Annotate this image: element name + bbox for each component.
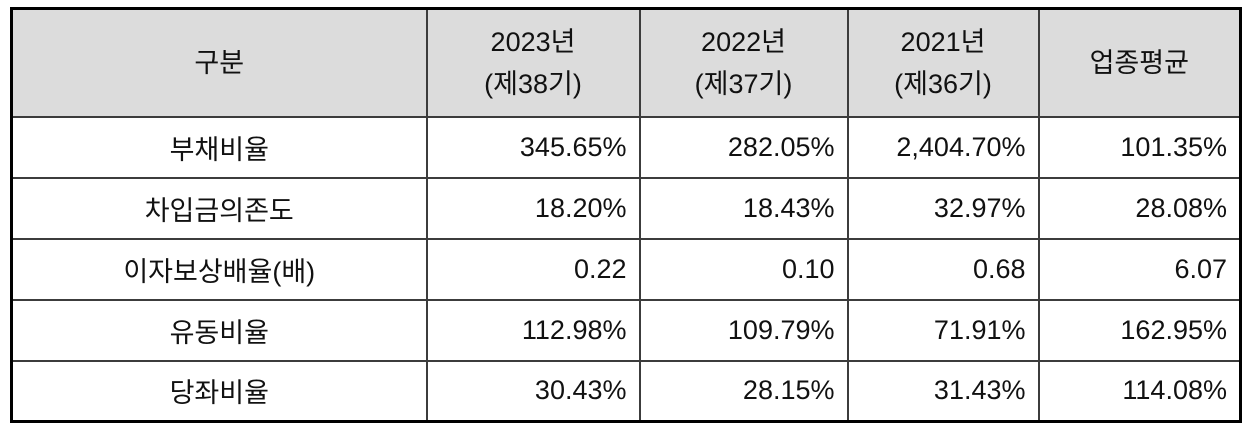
value-industry-average: 6.07 xyxy=(1037,237,1242,301)
header-cell-industry-average: 업종평균 xyxy=(1037,7,1242,118)
row-label: 당좌비율 xyxy=(10,359,428,423)
value-2021: 31.43% xyxy=(846,359,1040,423)
table-row-debt-ratio: 부채비율 345.65% 282.05% 2,404.70% 101.35% xyxy=(10,115,1242,179)
header-cell-2023: 2023년 (제38기) xyxy=(425,7,641,118)
value-industry-average: 28.08% xyxy=(1037,176,1242,240)
value-2023: 345.65% xyxy=(425,115,641,179)
header-year-label: 2022년 xyxy=(701,26,786,57)
header-period-label: (제36기) xyxy=(894,68,992,99)
table-row-borrowing-dependence: 차입금의존도 18.20% 18.43% 32.97% 28.08% xyxy=(10,176,1242,240)
header-row: 구분 2023년 (제38기) 2022년 (제37기) 2021년 (제36기… xyxy=(10,7,1242,118)
header-cell-category: 구분 xyxy=(10,7,428,118)
header-category-label: 구분 xyxy=(194,47,245,78)
value-2023: 0.22 xyxy=(425,237,641,301)
value-2021: 0.68 xyxy=(846,237,1040,301)
table-row-current-ratio: 유동비율 112.98% 109.79% 71.91% 162.95% xyxy=(10,298,1242,362)
financial-ratio-table: 구분 2023년 (제38기) 2022년 (제37기) 2021년 (제36기… xyxy=(10,7,1242,423)
header-cell-2021: 2021년 (제36기) xyxy=(846,7,1040,118)
row-label: 이자보상배율(배) xyxy=(10,237,428,301)
header-year-label: 2021년 xyxy=(900,26,986,57)
header-period-label: (제37기) xyxy=(694,68,793,99)
value-2022: 28.15% xyxy=(638,359,849,423)
table-row-interest-coverage-ratio: 이자보상배율(배) 0.22 0.10 0.68 6.07 xyxy=(10,237,1242,301)
table-row-quick-ratio: 당좌비율 30.43% 28.15% 31.43% 114.08% xyxy=(10,359,1242,423)
value-2022: 0.10 xyxy=(638,237,849,301)
value-2021: 2,404.70% xyxy=(846,115,1040,179)
value-2022: 18.43% xyxy=(638,176,849,240)
value-2023: 18.20% xyxy=(425,176,641,240)
value-2022: 109.79% xyxy=(638,298,849,362)
row-label: 차입금의존도 xyxy=(10,176,428,240)
value-2021: 32.97% xyxy=(846,176,1040,240)
value-industry-average: 114.08% xyxy=(1037,359,1242,423)
value-industry-average: 101.35% xyxy=(1037,115,1242,179)
value-2023: 30.43% xyxy=(425,359,641,423)
header-year-label: 2023년 xyxy=(490,26,576,57)
row-label: 유동비율 xyxy=(10,298,428,362)
header-period-label: (제38기) xyxy=(484,68,582,99)
value-2021: 71.91% xyxy=(846,298,1040,362)
row-label: 부채비율 xyxy=(10,115,428,179)
value-2023: 112.98% xyxy=(425,298,641,362)
header-year-label: 업종평균 xyxy=(1089,47,1189,78)
value-industry-average: 162.95% xyxy=(1037,298,1242,362)
value-2022: 282.05% xyxy=(638,115,849,179)
header-cell-2022: 2022년 (제37기) xyxy=(638,7,849,118)
